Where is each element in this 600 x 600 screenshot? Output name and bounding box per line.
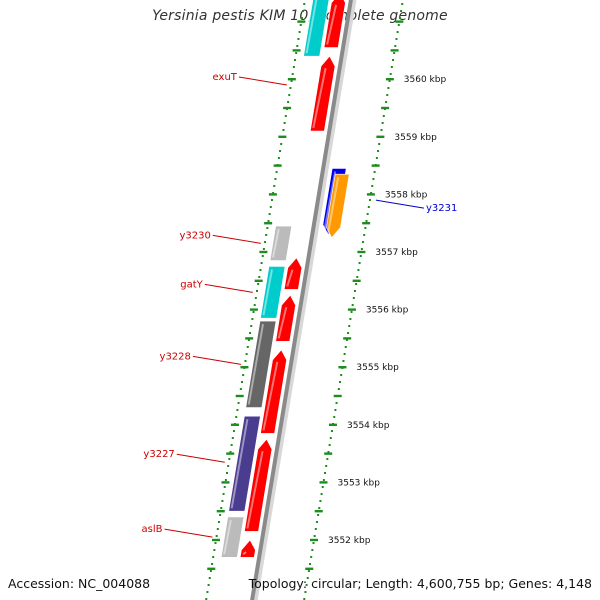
gene-label-leader xyxy=(192,355,241,365)
gene-label-leader xyxy=(238,76,287,86)
gene-feature-fwd xyxy=(283,257,303,290)
scale-tick-label: 3557 kbp xyxy=(375,248,418,258)
gene-feature-fwd xyxy=(239,539,256,558)
gene-feature-highlight xyxy=(286,269,294,287)
gene-feature-highlight xyxy=(323,171,337,232)
gene-label-leader xyxy=(164,528,213,538)
gene-feature-outer xyxy=(220,516,245,558)
gene-feature-fwd xyxy=(260,349,287,434)
scale-tick-label: 3552 kbp xyxy=(328,536,371,546)
gene-label-leader xyxy=(212,234,261,244)
scale-tick-label: 3555 kbp xyxy=(356,363,399,373)
accession-text: Accession: NC_004088 xyxy=(8,576,151,591)
map-title: Yersinia pestis KIM 10, complete genome xyxy=(152,8,448,24)
gene-feature-highlight xyxy=(262,361,279,431)
gene-label: y3227 xyxy=(143,449,174,460)
gene-label: aslB xyxy=(141,524,162,535)
gene-feature-outer xyxy=(245,320,277,408)
gene-feature-highlight xyxy=(262,269,273,316)
gene-feature-highlight xyxy=(305,0,318,54)
gene-feature-highlight xyxy=(242,551,247,556)
gene-feature-highlight xyxy=(230,419,249,509)
gene-feature-fwd xyxy=(244,438,273,532)
scale-tick-label: 3560 kbp xyxy=(404,75,447,85)
gene-feature-outer xyxy=(260,266,286,319)
scale-tick-label: 3554 kbp xyxy=(347,421,390,431)
gene-feature-innerB xyxy=(326,173,350,239)
gene-feature-fwd xyxy=(275,294,296,342)
scale-tick-label: 3559 kbp xyxy=(394,133,437,143)
scale-tick-label: 3553 kbp xyxy=(338,478,381,488)
gene-label-leader xyxy=(176,453,225,463)
scale-tick-label: 3558 kbp xyxy=(385,190,428,200)
outer-dotted-ring-left xyxy=(205,3,306,600)
ring-minor-ticks xyxy=(207,20,404,570)
gene-feature-fwd xyxy=(309,55,336,132)
gene-feature-highlight xyxy=(326,177,340,235)
gene-label-leader xyxy=(204,283,253,293)
gene-feature-highlight xyxy=(272,228,280,258)
genome-summary-text: Topology: circular; Length: 4,600,755 bp… xyxy=(248,576,592,591)
gene-label: y3228 xyxy=(160,351,191,362)
scale-tick-label: 3556 kbp xyxy=(366,306,409,316)
gene-feature-highlight xyxy=(277,306,288,339)
gene-label-leader xyxy=(375,199,425,209)
gene-feature-fwd xyxy=(323,0,346,48)
gene-feature-outer xyxy=(269,225,293,261)
genome-backbone xyxy=(250,0,353,600)
gene-feature-highlight xyxy=(312,67,327,129)
gene-feature-outer xyxy=(303,0,330,57)
gene-label: exuT xyxy=(213,72,238,83)
gene-label: y3231 xyxy=(426,203,457,214)
gene-label: y3230 xyxy=(179,230,210,241)
gene-feature-highlight xyxy=(246,451,264,529)
gene-feature-highlight xyxy=(326,4,338,45)
gene-label: gatY xyxy=(180,279,203,290)
gene-feature-highlight xyxy=(223,519,232,555)
gene-feature-outer xyxy=(228,415,261,512)
gene-feature-highlight xyxy=(247,323,264,405)
